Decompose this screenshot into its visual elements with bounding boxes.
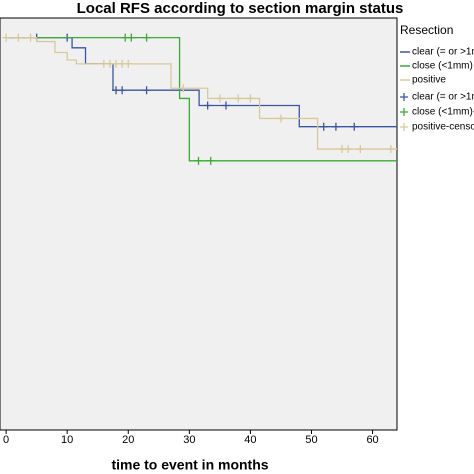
- survival-line: [6, 36, 397, 128]
- censor-mark: [350, 122, 359, 131]
- x-tick-label: 0: [3, 434, 9, 446]
- censor-mark: [127, 33, 136, 42]
- censor-mark: [221, 101, 230, 110]
- censor-mark: [344, 145, 353, 154]
- censor-mark: [356, 145, 365, 154]
- censor-mark: [215, 94, 224, 103]
- legend-label: clear (= or >1mm): [412, 47, 474, 58]
- censor-mark: [2, 33, 11, 42]
- legend-censor-symbol: [400, 108, 408, 116]
- x-tick-label: 30: [183, 434, 195, 446]
- legend-title: Resection: [400, 23, 453, 37]
- legend-censor-symbol: [400, 123, 408, 131]
- legend-label: close (<1mm): [412, 61, 473, 72]
- censor-mark: [203, 101, 212, 110]
- censor-mark: [276, 114, 285, 123]
- censor-mark: [124, 59, 133, 68]
- x-tick-label: 50: [305, 434, 317, 446]
- legend-label: clear (= or >1mm)-censored: [412, 92, 474, 103]
- censor-mark: [26, 33, 35, 42]
- x-tick-label: 20: [122, 434, 134, 446]
- censor-mark: [194, 156, 203, 165]
- x-tick-label: 40: [244, 434, 256, 446]
- survival-line: [6, 36, 397, 162]
- censor-mark: [386, 145, 395, 154]
- censor-mark: [319, 122, 328, 131]
- censor-mark: [142, 33, 151, 42]
- censor-mark: [234, 94, 243, 103]
- censor-mark: [331, 122, 340, 131]
- censor-mark: [246, 94, 255, 103]
- censor-mark: [179, 84, 188, 93]
- x-tick-label: 60: [366, 434, 378, 446]
- legend-censor-symbol: [400, 93, 408, 101]
- legend-label: positive-censored: [412, 122, 474, 133]
- plot-area: [0, 17, 398, 431]
- x-axis-label: time to event in months: [111, 457, 268, 473]
- chart-title: Local RFS according to section margin st…: [77, 0, 404, 17]
- censor-mark: [14, 33, 23, 42]
- censor-mark: [142, 86, 151, 95]
- legend-label: close (<1mm)-censored: [412, 107, 474, 118]
- legend-label: positive: [412, 75, 446, 86]
- x-tick-label: 10: [61, 434, 73, 446]
- censor-mark: [206, 156, 215, 165]
- censor-mark: [118, 86, 127, 95]
